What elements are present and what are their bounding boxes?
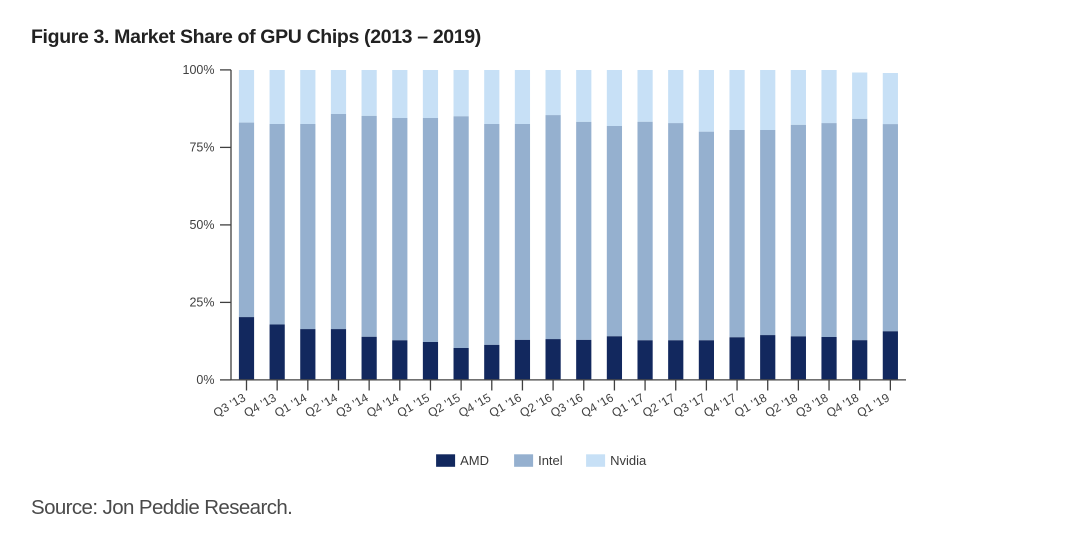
svg-text:Q1 '15: Q1 '15	[395, 390, 433, 420]
svg-text:0%: 0%	[196, 373, 214, 387]
svg-text:Q2 '16: Q2 '16	[517, 390, 555, 420]
svg-text:Q1 '17: Q1 '17	[609, 390, 647, 420]
svg-text:Q2 '17: Q2 '17	[640, 390, 678, 420]
svg-text:Q4 '16: Q4 '16	[579, 390, 617, 420]
svg-text:Q4 '14: Q4 '14	[364, 390, 402, 420]
svg-text:Q1 '16: Q1 '16	[487, 390, 525, 420]
svg-text:Q4 '18: Q4 '18	[824, 390, 862, 420]
svg-text:75%: 75%	[189, 141, 214, 155]
svg-text:Q3 '16: Q3 '16	[548, 390, 586, 420]
svg-text:Q2 '18: Q2 '18	[763, 390, 801, 420]
svg-text:50%: 50%	[189, 218, 214, 232]
svg-text:Nvidia: Nvidia	[610, 453, 647, 468]
svg-text:Q3 '14: Q3 '14	[333, 390, 371, 420]
svg-text:Intel: Intel	[538, 453, 563, 468]
svg-text:Q1 '14: Q1 '14	[272, 390, 310, 420]
svg-text:AMD: AMD	[460, 453, 489, 468]
svg-text:Q4 '17: Q4 '17	[701, 390, 739, 420]
svg-text:Q4 '15: Q4 '15	[456, 390, 494, 420]
svg-text:Q3 '18: Q3 '18	[793, 390, 831, 420]
svg-text:Q4 '13: Q4 '13	[241, 390, 279, 420]
svg-text:Q2 '14: Q2 '14	[303, 390, 341, 420]
svg-text:Q2 '15: Q2 '15	[425, 390, 463, 420]
svg-text:Q1 '18: Q1 '18	[732, 390, 770, 420]
svg-text:100%: 100%	[183, 63, 215, 77]
svg-text:Q3 '17: Q3 '17	[671, 390, 709, 420]
svg-text:Q1 '19: Q1 '19	[855, 390, 893, 420]
svg-text:25%: 25%	[189, 296, 214, 310]
svg-text:Q3 '13: Q3 '13	[211, 390, 249, 420]
